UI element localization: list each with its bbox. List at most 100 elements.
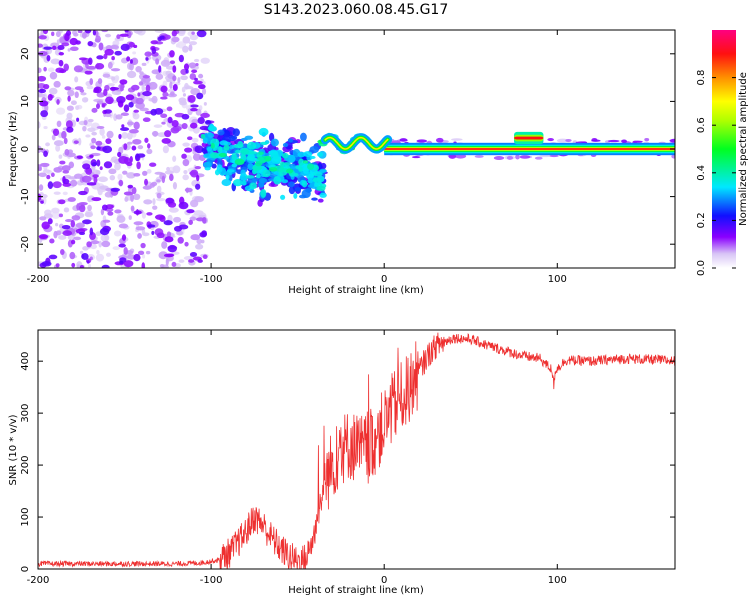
spectrogram-cell [210,142,215,149]
spectrogram-cell [55,30,61,38]
spectrogram-cell [194,77,198,81]
spectrogram-cell [96,125,105,129]
spectrogram-cell [302,160,309,164]
spectrogram-cell [188,41,198,46]
spectrogram-cell [63,137,68,145]
spectrogram-cell [254,161,263,167]
spectrogram-cell [142,232,150,237]
snr-y-ticks: 0 100 200 300 400 [20,352,675,572]
spectrogram-y-tick-label: -10 [20,188,31,204]
spectrogram-cell [141,62,147,66]
spectrogram-cell [144,137,149,143]
spectrogram-cell [200,112,210,119]
spectrogram-cell [76,155,83,159]
spectrogram-cell [87,204,92,212]
spectrogram-cell [112,246,121,251]
spectrogram-cell [82,163,91,170]
spectrogram-cell [153,124,163,128]
spectrogram-cell [186,209,195,214]
spectrogram-cell [58,199,66,205]
spectrogram-cell [170,126,180,134]
spectrogram-cell [96,103,101,109]
spectrogram-cell [50,172,55,178]
spectrogram-cell [180,75,188,81]
spectrogram-cell [132,138,142,145]
spectrogram-marks [38,30,675,268]
spectrogram-cell [192,153,201,161]
spectrogram-cell [120,82,125,91]
spectrogram-cell [42,169,51,174]
spectrogram-cell [133,121,140,130]
spectrogram-cell [51,207,60,214]
spectrogram-cell [67,95,71,102]
spectrogram-cell [203,102,207,106]
spectrogram-cell [591,139,601,142]
spectrogram-cell [101,104,105,108]
spectrogram-cell [71,215,81,221]
spectrogram-cell [105,252,111,257]
snr-y-tick-label: 200 [20,456,31,475]
spectrogram-cell [132,51,137,55]
spectrogram-cell [231,152,237,161]
spectrogram-cell [41,221,50,230]
spectrogram-cell [87,196,92,203]
colorbar-tick-label: 0.8 [696,70,707,86]
spectrogram-cell [161,121,166,125]
spectrogram-cell [201,230,208,237]
spectrogram-cell [63,207,70,213]
spectrogram-cell [145,57,149,61]
spectrogram-cell [82,246,89,251]
spectrogram-cell [129,62,134,71]
spectrogram-cell [58,154,63,159]
spectrogram-cell [163,220,173,226]
spectrogram-cell [319,169,327,173]
spectrogram-cell [141,262,146,268]
snr-y-tick-label: 400 [20,352,31,371]
spectrogram-cell [204,120,212,125]
spectrogram-cell [293,192,298,199]
spectrogram-cell [55,107,66,115]
spectrogram-cell [76,117,80,122]
spectrogram-cell [100,208,105,216]
spectrogram-cell [185,69,189,74]
spectrogram-cell [85,134,91,138]
spectrogram-cell [519,155,531,159]
spectrogram-cell [118,223,129,229]
spectrogram-cell [493,156,505,161]
spectrogram-cell [81,253,89,260]
spectrogram-cell [203,161,212,168]
spectrogram-cell [133,221,144,226]
spectrogram-cell [281,152,289,159]
spectrogram-cell [178,259,185,263]
spectrogram-cell [177,236,184,244]
spectrogram-cell [160,113,168,118]
spectrogram-cell [158,251,168,260]
spectrogram-cell [102,73,111,78]
spectrogram-cell [53,166,63,173]
spectrogram-cell [156,179,161,183]
spectrogram-cell [66,112,73,120]
spectrogram-cell [166,79,171,83]
spectrogram-cell [86,85,94,90]
spectrogram-cell [223,144,230,151]
spectrogram-cell [240,148,250,155]
spectrogram-y-tick-label: 10 [20,95,31,108]
spectrogram-cell [309,146,319,154]
spectrogram-cell [244,135,254,140]
spectrogram-cell [149,162,157,167]
spectrogram-cell [189,251,198,257]
spectrogram-cell [43,66,47,72]
spectrogram-cell [207,125,217,131]
spectrogram-cell [67,234,76,241]
spectrogram-cell [194,166,202,170]
spectrogram-cell [180,68,188,76]
spectrogram-cell [38,184,44,191]
spectrogram-cell [294,187,302,192]
spectrogram-cell [172,75,177,82]
spectrogram-cell [120,127,130,132]
spectrogram-cell [43,46,53,50]
spectrogram-cell [190,234,201,241]
spectrogram-x-label: Height of straight line (km) [288,285,424,296]
spectrogram-cell [184,241,189,247]
spectrogram-cell [101,240,111,248]
